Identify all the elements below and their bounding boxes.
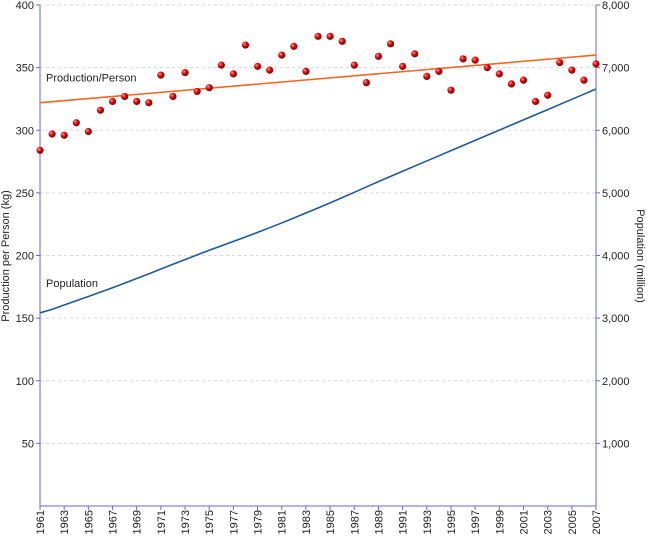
y-tick-label: 250 xyxy=(16,188,34,200)
y2-axis-title: Population (million) xyxy=(634,209,646,303)
point xyxy=(580,76,588,84)
y-tick-label: 150 xyxy=(16,313,34,325)
point xyxy=(531,97,540,106)
x-tick-label: 1979 xyxy=(253,510,265,534)
point xyxy=(48,130,56,138)
y2-tick-label: 3,000 xyxy=(602,313,630,325)
x-tick-label: 1989 xyxy=(373,510,385,534)
y-tick-label: 400 xyxy=(16,0,34,12)
point xyxy=(411,50,419,58)
point xyxy=(592,60,600,68)
x-tick-label: 2005 xyxy=(567,510,579,534)
point xyxy=(338,37,346,45)
x-tick-label: 1961 xyxy=(35,510,47,534)
x-tick-label: 1991 xyxy=(398,510,410,534)
x-tick-label: 1995 xyxy=(446,510,458,534)
point xyxy=(386,40,395,48)
point xyxy=(96,106,105,114)
point xyxy=(435,67,443,75)
y2-tick-label: 8,000 xyxy=(602,0,630,12)
point xyxy=(241,41,250,49)
point xyxy=(229,70,237,78)
point xyxy=(205,84,213,92)
series-line xyxy=(39,54,597,104)
series-label: Production/Person xyxy=(46,73,137,85)
x-tick-label: 1973 xyxy=(180,510,192,534)
point xyxy=(314,32,322,40)
point xyxy=(519,76,528,84)
point xyxy=(544,91,552,99)
y-tick-label: 100 xyxy=(16,376,34,388)
series-line xyxy=(39,88,597,314)
x-tick-label: 1977 xyxy=(228,510,240,534)
x-tick-label: 1999 xyxy=(494,510,506,534)
point xyxy=(326,32,334,40)
x-tick-label: 1965 xyxy=(83,510,95,534)
x-tick-label: 2007 xyxy=(591,510,603,534)
point xyxy=(84,127,92,136)
point xyxy=(266,66,274,74)
x-tick-label: 2001 xyxy=(518,510,530,534)
point xyxy=(157,71,165,79)
point xyxy=(483,64,491,72)
x-tick-label: 1963 xyxy=(59,510,71,534)
x-tick-label: 1969 xyxy=(132,510,144,534)
y2-tick-label: 7,000 xyxy=(602,63,630,75)
point xyxy=(362,79,370,87)
point xyxy=(72,119,80,127)
point xyxy=(568,66,576,74)
y2-tick-label: 1,000 xyxy=(602,438,630,450)
point xyxy=(459,55,467,63)
point xyxy=(507,80,515,88)
x-tick-label: 1981 xyxy=(277,510,289,534)
y-tick-label: 200 xyxy=(16,251,34,263)
point xyxy=(350,61,358,69)
point xyxy=(556,59,564,67)
y2-tick-label: 5,000 xyxy=(602,188,630,200)
x-tick-label: 1993 xyxy=(422,510,434,534)
y2-tick-label: 4,000 xyxy=(602,251,630,263)
point xyxy=(193,87,201,96)
point xyxy=(290,42,298,50)
x-tick-label: 1985 xyxy=(325,510,337,534)
x-tick-label: 1997 xyxy=(470,510,482,534)
point xyxy=(121,92,129,101)
point xyxy=(495,70,503,78)
y-tick-label: 50 xyxy=(22,438,34,450)
point xyxy=(471,56,479,64)
x-tick-label: 1967 xyxy=(108,510,120,534)
x-tick-label: 1971 xyxy=(156,510,168,534)
y-axis-title: Production per Person (kg) xyxy=(0,190,12,321)
point xyxy=(253,62,262,70)
point xyxy=(278,51,286,59)
series-label: Population xyxy=(46,278,98,290)
point xyxy=(399,62,407,70)
point xyxy=(374,52,383,60)
point xyxy=(217,61,225,69)
point xyxy=(108,97,117,106)
point xyxy=(169,92,177,101)
point xyxy=(181,69,189,77)
point xyxy=(447,86,455,94)
y2-tick-label: 6,000 xyxy=(602,125,630,137)
point xyxy=(60,131,68,139)
x-tick-label: 1975 xyxy=(204,510,216,534)
x-tick-label: 2003 xyxy=(543,510,555,534)
point xyxy=(36,146,44,154)
y2-tick-label: 2,000 xyxy=(602,376,630,388)
x-tick-label: 1983 xyxy=(301,510,313,534)
point xyxy=(423,72,431,80)
point xyxy=(133,97,141,106)
point xyxy=(302,67,310,75)
x-tick-label: 1987 xyxy=(349,510,361,534)
y-tick-label: 300 xyxy=(16,125,34,137)
point xyxy=(145,99,153,107)
y-tick-label: 350 xyxy=(16,63,34,75)
